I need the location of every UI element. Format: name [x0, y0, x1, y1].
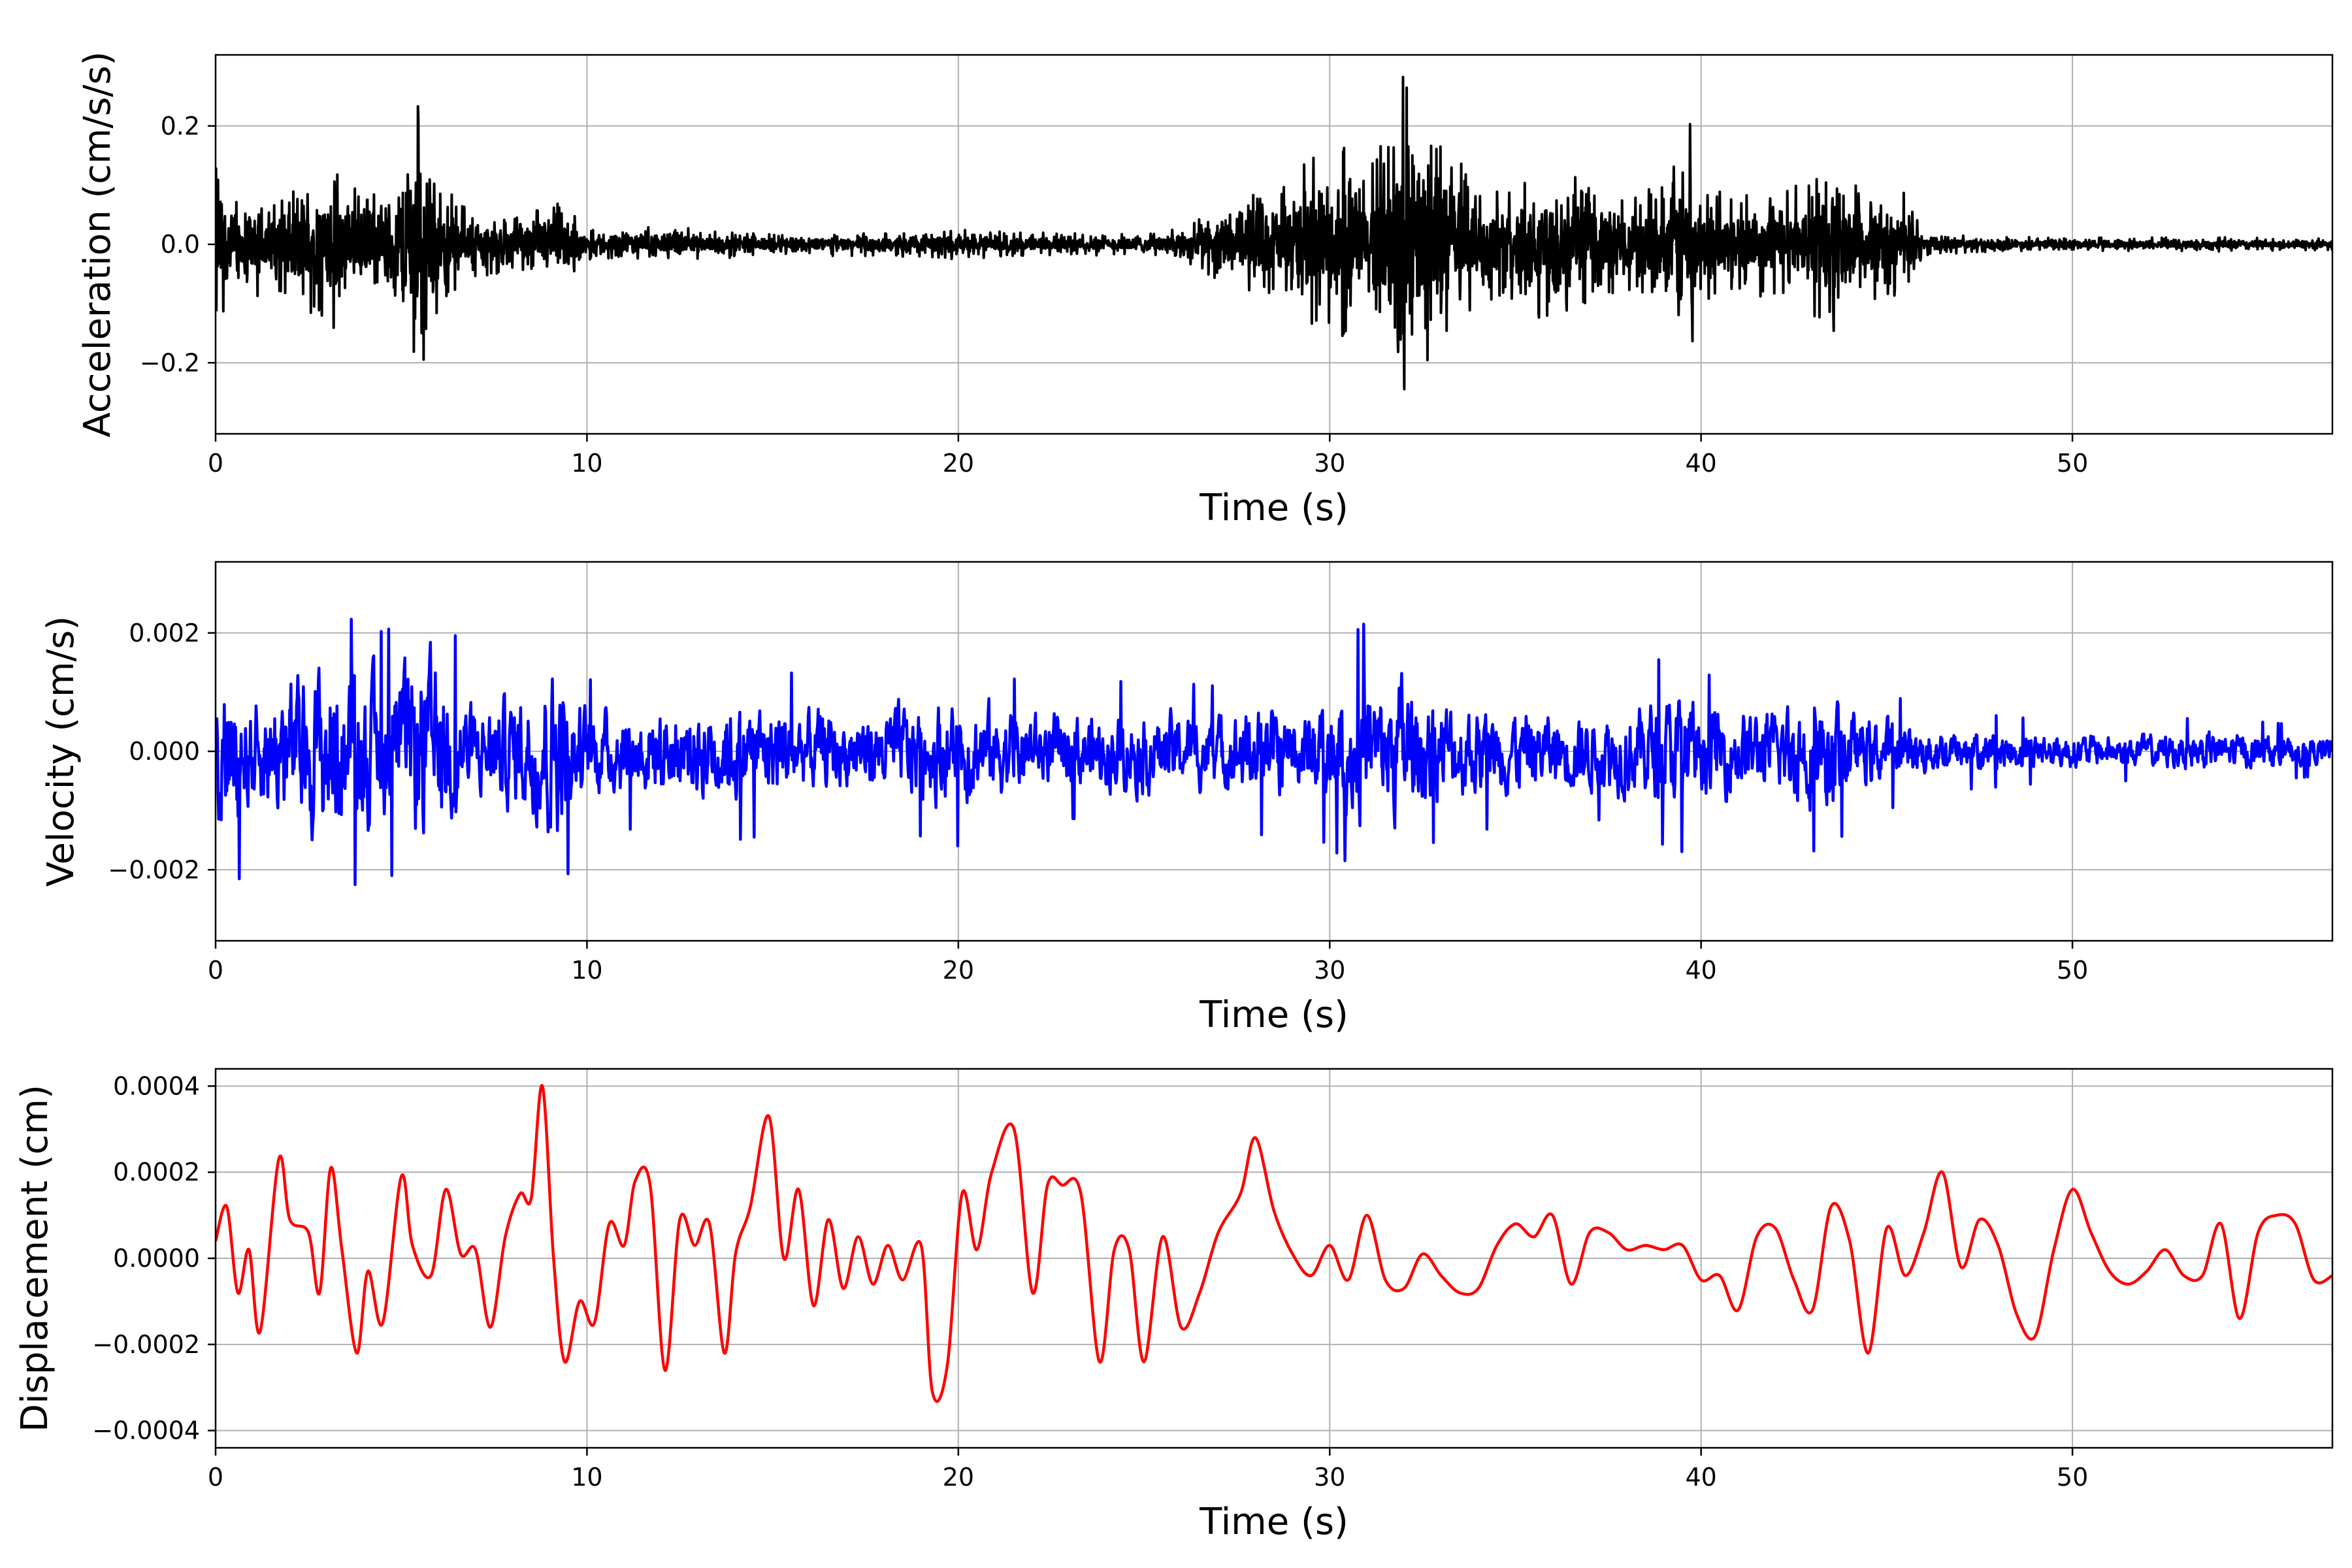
- acceleration-series-line: [216, 75, 2332, 391]
- acceleration-y-axis-label: Acceleration (cm/s/s): [76, 52, 119, 438]
- velocity-y-tick-label: 0.000: [129, 737, 200, 766]
- velocity-series-line: [216, 617, 2332, 887]
- displacement-series-line: [216, 1084, 2332, 1403]
- displacement-x-tick-label: 10: [571, 1463, 602, 1492]
- displacement-y-axis-label: Displacement (cm): [14, 1085, 56, 1432]
- acceleration-x-axis-label: Time (s): [1199, 487, 1348, 529]
- velocity-y-tick-label: −0.002: [108, 855, 200, 884]
- acceleration-panel: 0 10 20 30 40 50 −0.2 0.0 0.2 Time (s) Acceleratio…: [76, 52, 2334, 529]
- displacement-x-axis-label: Time (s): [1199, 1501, 1348, 1543]
- acceleration-x-tick-label: 50: [2057, 449, 2088, 478]
- acceleration-y-tick-label: −0.2: [140, 348, 200, 377]
- acceleration-y-tick-label: 0.0: [161, 230, 200, 259]
- displacement-x-tick-label: 0: [208, 1463, 223, 1492]
- velocity-x-tick-label: 0: [208, 956, 223, 985]
- displacement-y-tick-label: −0.0004: [92, 1416, 200, 1445]
- velocity-x-tick-label: 30: [1314, 956, 1345, 985]
- acceleration-x-tick-label: 30: [1314, 449, 1345, 478]
- velocity-y-tick-label: 0.002: [129, 619, 200, 647]
- displacement-x-tick-label: 50: [2057, 1463, 2088, 1492]
- displacement-x-tick-label: 20: [943, 1463, 974, 1492]
- velocity-x-tick-label: 10: [571, 956, 602, 985]
- displacement-x-tick-label: 30: [1314, 1463, 1345, 1492]
- acceleration-y-tick-label: 0.2: [161, 112, 200, 140]
- acceleration-x-tick-label: 20: [943, 449, 974, 478]
- velocity-x-axis-label: Time (s): [1199, 994, 1348, 1036]
- acceleration-x-tick-label: 40: [1686, 449, 1717, 478]
- displacement-y-tick-label: −0.0002: [92, 1330, 200, 1359]
- velocity-panel: 0 10 20 30 40 50 −0.002 0.000 0.002 Time (s) Veloc…: [40, 561, 2334, 1036]
- velocity-y-axis-label: Velocity (cm/s): [40, 616, 82, 887]
- velocity-x-tick-label: 50: [2057, 956, 2088, 985]
- acceleration-x-tick-label: 0: [208, 449, 223, 478]
- displacement-y-tick-label: 0.0004: [113, 1071, 200, 1100]
- displacement-y-tick-label: 0.0002: [113, 1158, 200, 1186]
- velocity-x-tick-label: 40: [1686, 956, 1717, 985]
- displacement-panel: 0 10 20 30 40 50 −0.0004 −0.0002 0.0000 0.0002 0.0…: [14, 1068, 2334, 1543]
- velocity-x-tick-label: 20: [943, 956, 974, 985]
- displacement-y-tick-label: 0.0000: [113, 1244, 200, 1273]
- acceleration-x-tick-label: 10: [571, 449, 602, 478]
- displacement-x-tick-label: 40: [1686, 1463, 1717, 1492]
